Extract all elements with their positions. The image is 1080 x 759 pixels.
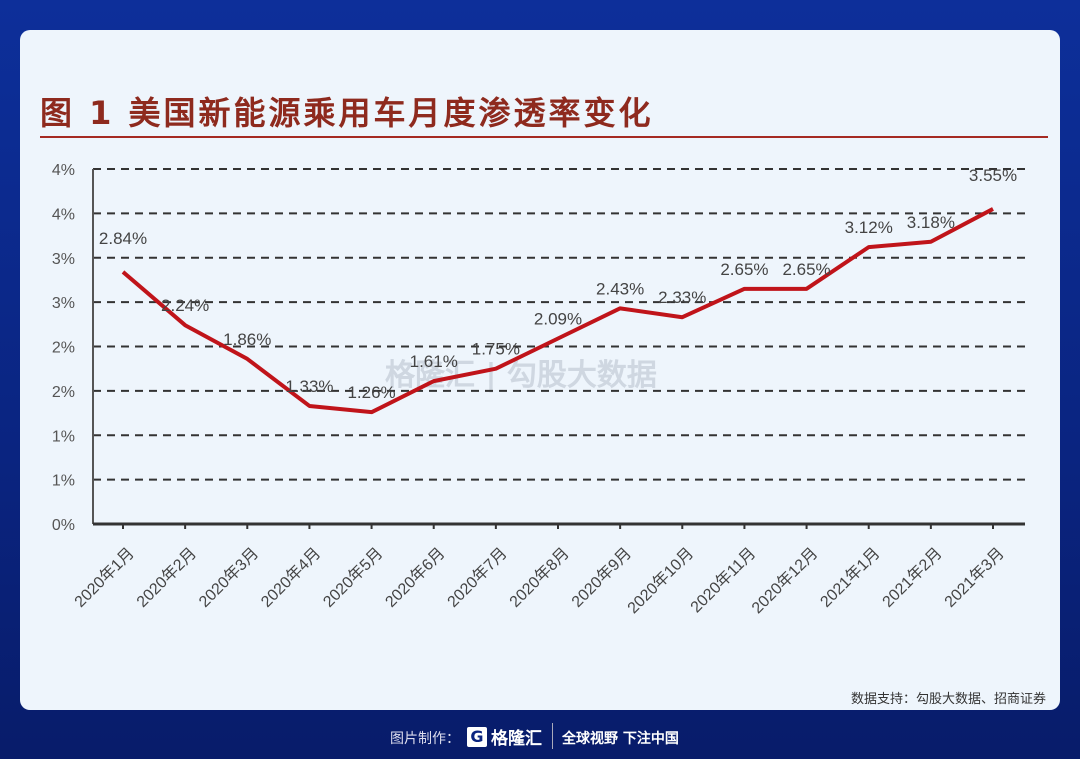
x-tick-label: 2021年2月 [879,544,946,611]
x-tick-label: 2020年9月 [568,544,635,611]
footer-slogan: 全球视野 下注中国 [562,731,679,747]
data-label: 2.65% [720,260,768,279]
data-label: 2.84% [99,229,147,248]
logo-g-icon: G [467,726,487,747]
data-label: 1.33% [285,377,333,396]
title-divider [40,136,1048,138]
data-label: 3.18% [907,213,955,232]
x-tick-label: 2020年12月 [748,544,821,617]
y-tick-label: 2% [52,384,75,401]
footer-divider [552,723,553,749]
data-label: 2.24% [161,296,209,315]
data-label: 3.55% [969,166,1017,185]
x-tick-label: 2020年8月 [506,544,573,611]
y-tick-label: 1% [52,428,75,445]
data-source: 数据支持：勾股大数据、招商证券 [850,692,1046,707]
chart-card [20,30,1060,710]
x-tick-label: 2020年10月 [624,544,697,617]
x-tick-label: 2020年7月 [444,544,511,611]
x-tick-label: 2021年3月 [941,544,1008,611]
chart-title: 图 1 美国新能源乘用车月度渗透率变化 [40,94,654,132]
data-label: 1.61% [410,352,458,371]
y-tick-label: 3% [52,251,75,268]
data-label: 1.26% [347,383,395,402]
x-tick-label: 2020年1月 [71,544,138,611]
y-tick-label: 4% [52,162,75,179]
x-tick-label: 2021年1月 [817,544,884,611]
y-tick-label: 1% [52,473,75,490]
y-tick-label: 2% [52,340,75,357]
data-label: 2.65% [782,260,830,279]
data-label: 2.33% [658,288,706,307]
logo-text: 格隆汇 [491,729,542,749]
data-label: 2.43% [596,279,644,298]
data-label: 2.09% [534,310,582,329]
x-tick-label: 2020年4月 [257,544,324,611]
data-label: 1.86% [223,330,271,349]
x-tick-label: 2020年3月 [195,544,262,611]
x-tick-label: 2020年6月 [382,544,449,611]
footer: 图片制作： G 格隆汇 全球视野 下注中国 [0,723,1080,753]
y-tick-label: 0% [52,517,75,534]
brand-logo: G 格隆汇 [467,724,542,749]
footer-credit: 图片制作： [390,731,460,747]
y-tick-label: 4% [52,206,75,223]
data-label: 1.75% [472,340,520,359]
x-tick-label: 2020年2月 [133,544,200,611]
watermark: 格隆汇 | 勾股大数据 [385,358,657,393]
y-tick-label: 3% [52,295,75,312]
data-label: 3.12% [845,218,893,237]
x-tick-label: 2020年5月 [320,544,387,611]
